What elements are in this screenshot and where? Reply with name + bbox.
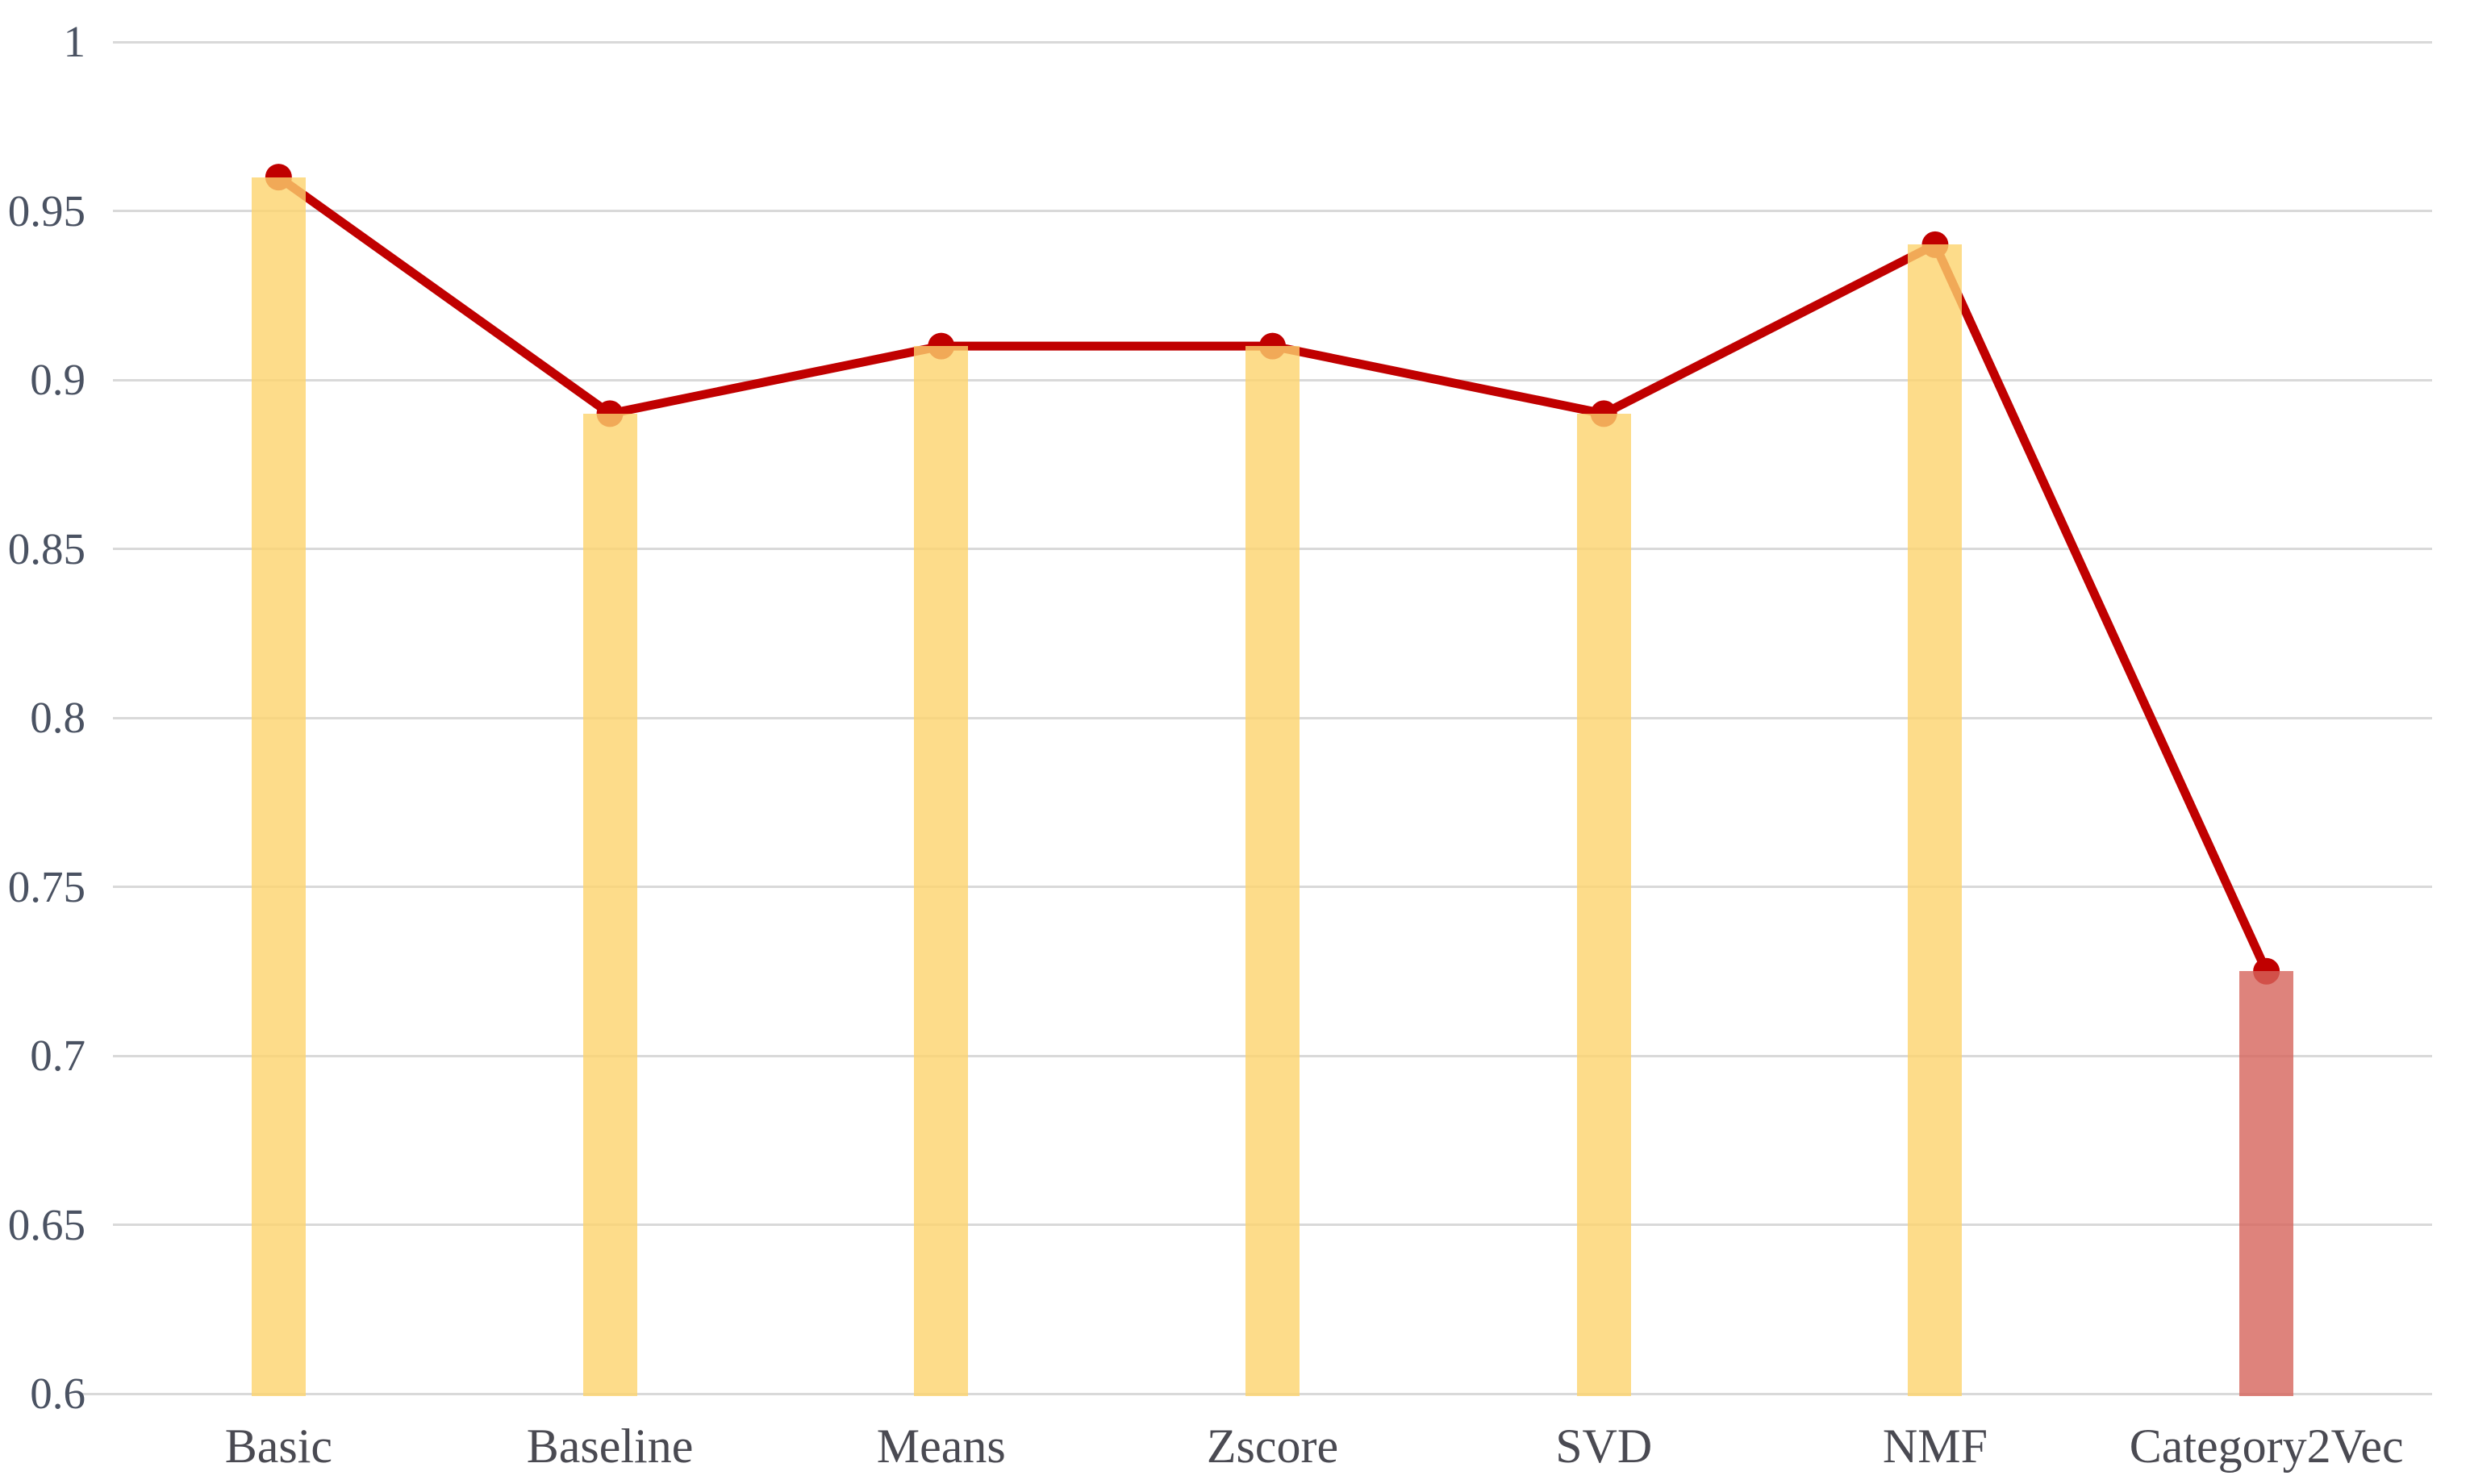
x-category-label-zscore: Zscore bbox=[1206, 1419, 1339, 1473]
bar-baseline bbox=[582, 413, 637, 1396]
bar-zscore bbox=[1245, 346, 1300, 1396]
x-category-label-basic: Basic bbox=[224, 1419, 332, 1473]
bar-means bbox=[914, 346, 969, 1396]
y-tick-label: 0.75 bbox=[7, 861, 86, 911]
y-tick-label: 0.65 bbox=[7, 1199, 86, 1249]
bar-basic bbox=[251, 177, 306, 1396]
gridline bbox=[113, 40, 2432, 44]
bar-nmf bbox=[1908, 244, 1963, 1396]
gridline bbox=[113, 210, 2432, 212]
y-tick-label: 0.9 bbox=[30, 355, 86, 404]
x-category-label-nmf: NMF bbox=[1882, 1419, 1988, 1473]
y-tick-label: 0.8 bbox=[30, 693, 86, 742]
y-tick-label: 1 bbox=[63, 17, 86, 66]
bar-svd bbox=[1576, 413, 1631, 1396]
y-tick-label: 0.7 bbox=[30, 1031, 86, 1080]
x-category-label-svd: SVD bbox=[1555, 1419, 1653, 1473]
x-category-label-means: Means bbox=[876, 1419, 1006, 1473]
x-category-label-category2vec: Category2Vec bbox=[2129, 1419, 2404, 1473]
y-tick-label: 0.6 bbox=[30, 1369, 86, 1418]
x-category-label-baseline: Baseline bbox=[526, 1419, 694, 1473]
y-tick-label: 0.95 bbox=[7, 186, 86, 236]
bar-category2vec bbox=[2239, 971, 2294, 1396]
y-tick-label: 0.85 bbox=[7, 523, 86, 573]
